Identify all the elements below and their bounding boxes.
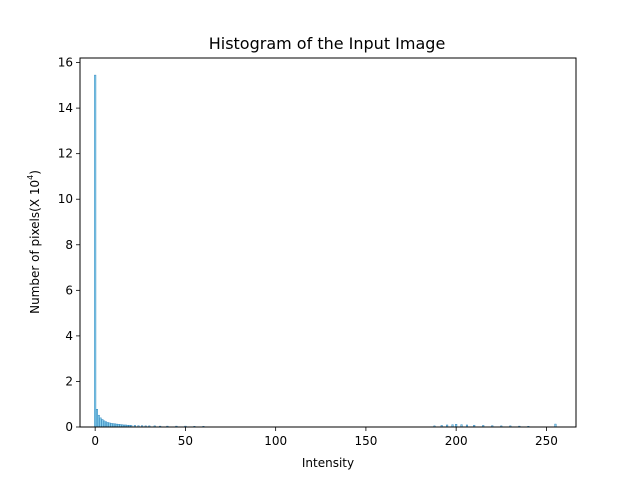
histogram-bar: [99, 417, 102, 428]
histogram-bar: [95, 409, 98, 428]
x-tick-label: 50: [178, 434, 193, 448]
x-tick-label: 200: [445, 434, 468, 448]
histogram-bar: [110, 423, 113, 428]
bars-group: [94, 74, 557, 428]
y-tick-label: 16: [58, 56, 73, 70]
y-axis-label-suffix: ): [28, 170, 42, 175]
y-tick-label: 4: [65, 329, 73, 343]
y-tick-label: 10: [58, 192, 73, 206]
x-axis-label: Intensity: [302, 456, 354, 470]
y-axis-label: Number of pixels(X 104): [26, 170, 42, 314]
histogram-bar: [101, 419, 104, 428]
histogram-bar: [108, 422, 111, 428]
x-tick-label: 150: [354, 434, 377, 448]
histogram-bar: [112, 423, 115, 428]
x-tick-label: 0: [91, 434, 99, 448]
x-tick-label: 100: [264, 434, 287, 448]
histogram-bar: [106, 422, 109, 428]
y-tick-label: 6: [65, 283, 73, 297]
y-tick-label: 12: [58, 147, 73, 161]
x-axis-ticks: 0 50 100 150 200 250: [91, 427, 558, 448]
histogram-bar: [97, 414, 100, 428]
y-tick-label: 2: [65, 374, 73, 388]
y-axis-label-superscript: 4: [26, 175, 35, 180]
plot-frame: [79, 57, 577, 428]
histogram-bar: [104, 421, 108, 428]
x-tick-label: 250: [535, 434, 558, 448]
y-tick-label: 14: [58, 101, 73, 115]
histogram-bar: [94, 74, 97, 428]
y-axis-label-prefix: Number of pixels(X 10: [28, 180, 42, 314]
histogram-bar: [103, 420, 106, 428]
y-tick-label: 8: [65, 238, 73, 252]
chart-title: Histogram of the Input Image: [209, 34, 446, 53]
y-axis-ticks: 0 2 4 6 8 10 12 14 16: [58, 56, 80, 434]
y-tick-label: 0: [65, 420, 73, 434]
